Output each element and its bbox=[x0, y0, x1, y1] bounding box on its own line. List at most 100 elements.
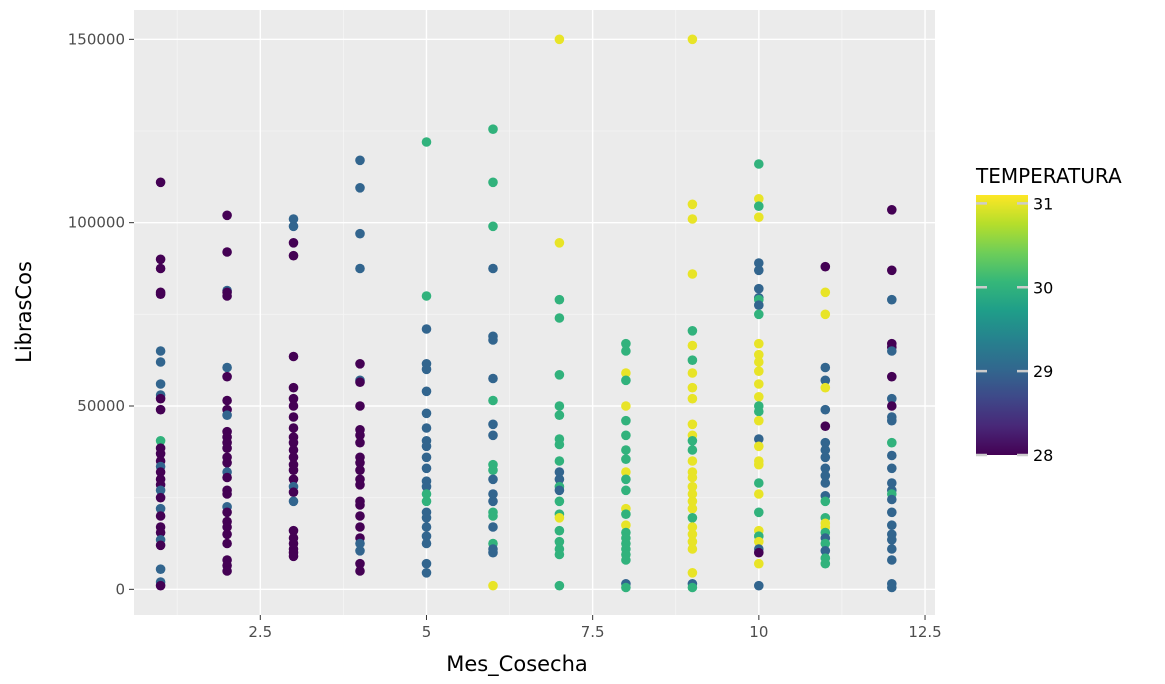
data-point bbox=[621, 509, 631, 519]
y-tick-label: 50000 bbox=[77, 397, 125, 415]
data-point bbox=[820, 437, 831, 448]
data-point bbox=[687, 393, 698, 404]
data-point bbox=[355, 522, 365, 532]
data-point bbox=[887, 535, 897, 545]
data-point bbox=[421, 531, 432, 541]
data-point bbox=[820, 382, 831, 393]
data-point bbox=[222, 507, 232, 518]
data-point bbox=[488, 177, 498, 188]
data-point bbox=[754, 309, 764, 320]
data-point bbox=[820, 478, 831, 488]
data-point bbox=[621, 338, 631, 349]
data-point bbox=[687, 568, 698, 578]
data-point bbox=[887, 265, 897, 276]
x-axis-title: Mes_Cosecha bbox=[446, 652, 588, 677]
data-point bbox=[687, 340, 698, 351]
data-point bbox=[887, 463, 897, 474]
data-point bbox=[820, 558, 831, 569]
data-point bbox=[554, 456, 565, 466]
data-point bbox=[488, 511, 498, 521]
data-point bbox=[887, 346, 897, 356]
data-point bbox=[155, 540, 166, 551]
data-point bbox=[887, 582, 897, 593]
data-point bbox=[754, 212, 764, 222]
data-point bbox=[288, 525, 299, 536]
data-point bbox=[421, 423, 432, 433]
data-point bbox=[288, 423, 299, 433]
data-point bbox=[288, 393, 299, 404]
data-point bbox=[754, 392, 764, 402]
data-point bbox=[621, 555, 631, 565]
data-point bbox=[621, 467, 631, 477]
data-point bbox=[288, 250, 299, 261]
data-point bbox=[355, 183, 365, 193]
data-point bbox=[887, 507, 897, 518]
legend-ticks: 28 29 30 31 bbox=[976, 194, 1053, 465]
data-point bbox=[421, 364, 432, 375]
data-point bbox=[222, 410, 232, 421]
data-point bbox=[754, 478, 764, 488]
data-point bbox=[355, 500, 365, 510]
data-point bbox=[820, 452, 831, 463]
data-point bbox=[554, 294, 565, 305]
data-point bbox=[155, 485, 166, 496]
data-point bbox=[222, 566, 232, 576]
data-point bbox=[687, 445, 698, 455]
data-point bbox=[621, 445, 631, 455]
data-point bbox=[288, 496, 299, 507]
data-point bbox=[288, 465, 299, 476]
data-point bbox=[355, 228, 365, 239]
data-point bbox=[421, 496, 432, 507]
data-point bbox=[754, 349, 764, 360]
data-point bbox=[687, 529, 698, 540]
data-point bbox=[288, 214, 299, 224]
data-point bbox=[687, 436, 698, 446]
data-point bbox=[687, 513, 698, 523]
data-point bbox=[754, 489, 764, 499]
data-point bbox=[687, 326, 698, 336]
data-point bbox=[621, 375, 631, 386]
y-axis: 0 50000 100000 150000 bbox=[68, 30, 134, 598]
data-point bbox=[421, 291, 432, 301]
data-point bbox=[488, 221, 498, 232]
data-point bbox=[155, 254, 166, 265]
data-point bbox=[754, 406, 764, 417]
data-point bbox=[554, 474, 565, 485]
data-point bbox=[820, 538, 831, 549]
data-point bbox=[421, 452, 432, 463]
data-point bbox=[820, 421, 831, 432]
data-point bbox=[554, 401, 565, 411]
data-point bbox=[222, 395, 232, 406]
y-tick-label: 0 bbox=[115, 580, 125, 598]
data-point bbox=[355, 458, 365, 468]
data-point bbox=[754, 459, 764, 470]
data-point bbox=[820, 261, 831, 272]
data-point bbox=[754, 283, 764, 294]
data-point bbox=[222, 458, 232, 468]
data-point bbox=[754, 338, 764, 349]
data-point bbox=[488, 489, 498, 499]
data-point bbox=[155, 177, 166, 188]
data-point bbox=[222, 362, 232, 373]
data-point bbox=[687, 382, 698, 393]
data-point bbox=[155, 346, 166, 356]
major-gridlines bbox=[134, 10, 935, 615]
data-point bbox=[754, 415, 764, 426]
data-point bbox=[421, 441, 432, 452]
x-tick-label: 12.5 bbox=[908, 623, 941, 641]
data-point bbox=[820, 362, 831, 373]
data-point bbox=[288, 437, 299, 448]
data-point bbox=[155, 448, 166, 459]
data-point bbox=[754, 536, 764, 547]
data-point bbox=[222, 247, 232, 257]
data-point bbox=[421, 137, 432, 147]
data-point bbox=[222, 443, 232, 454]
y-tick-label: 100000 bbox=[68, 214, 125, 232]
data-point bbox=[355, 263, 365, 274]
data-point bbox=[155, 503, 166, 514]
data-point bbox=[820, 404, 831, 415]
data-point bbox=[222, 489, 232, 499]
data-point bbox=[621, 401, 631, 411]
data-point bbox=[887, 393, 897, 404]
